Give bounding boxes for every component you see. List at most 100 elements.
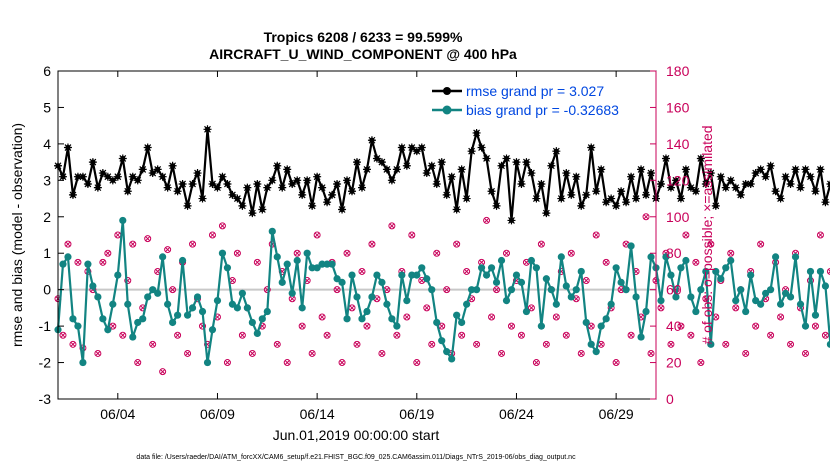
obs-marker (677, 322, 685, 330)
obs-assimilated-marker (170, 287, 176, 293)
obs-marker (752, 322, 760, 330)
obs-possible-marker (273, 340, 281, 348)
bias-point (343, 315, 351, 323)
rmse-point-star (313, 172, 322, 181)
bias-point (358, 315, 366, 323)
y-right-tick-label: 0 (666, 391, 674, 407)
rmse-point-star (318, 183, 327, 192)
bias-point (238, 289, 246, 297)
obs-marker (602, 258, 610, 266)
bias-point (448, 355, 456, 363)
rmse-point-star (402, 161, 411, 170)
obs-assimilated-marker (593, 232, 599, 238)
rmse-point-star (338, 205, 347, 214)
rmse-point-star (696, 154, 705, 163)
bias-point (428, 286, 436, 294)
rmse-point-star (691, 187, 700, 196)
obs-assimilated-marker (115, 232, 121, 238)
obs-assimilated-marker (439, 323, 445, 329)
obs-assimilated-marker (484, 217, 490, 223)
obs-marker (757, 240, 765, 248)
obs-assimilated-marker (454, 241, 460, 247)
rmse-point-star (557, 194, 566, 203)
obs-assimilated-marker (753, 323, 759, 329)
obs-possible-marker (777, 313, 785, 321)
bias-point (473, 286, 481, 294)
obs-assimilated-marker (683, 232, 689, 238)
legend-bias-label: bias grand pr = -0.32683 (466, 102, 619, 118)
obs-marker (134, 359, 142, 367)
rmse-point-star (238, 201, 247, 210)
rmse-point-star (273, 161, 282, 170)
obs-possible-marker (413, 359, 421, 367)
bias-point (318, 260, 326, 268)
bias-point (772, 253, 780, 261)
obs-possible-marker (752, 322, 760, 330)
obs-assimilated-marker (812, 323, 819, 329)
rmse-point-star (532, 194, 541, 203)
obs-possible-marker (238, 331, 246, 339)
obs-possible-marker (408, 231, 416, 239)
obs-marker (826, 267, 830, 275)
obs-possible-marker (388, 222, 396, 230)
obs-possible-marker (458, 331, 466, 339)
obs-assimilated-marker (354, 341, 360, 347)
rmse-point-star (746, 179, 755, 188)
rmse-point-star (118, 154, 127, 163)
obs-marker (488, 313, 496, 321)
series-group (54, 125, 830, 367)
obs-marker (408, 231, 416, 239)
rmse-point-star (193, 169, 202, 178)
obs-assimilated-marker (424, 305, 430, 311)
rmse-point-star (751, 169, 760, 178)
rmse-point-star (133, 176, 142, 185)
bias-point (637, 333, 645, 341)
obs-possible-marker (757, 240, 765, 248)
bias-point (786, 293, 795, 301)
rmse-point-star (58, 172, 67, 181)
rmse-point-star (497, 161, 506, 170)
obs-marker (697, 359, 705, 367)
y-axis-left-label: rmse and bias (model - observation) (9, 123, 25, 347)
obs-assimilated-marker (299, 323, 305, 329)
rmse-point-star (492, 201, 501, 210)
rmse-point-star (776, 194, 785, 203)
obs-possible-marker (119, 331, 127, 339)
obs-marker (323, 331, 331, 339)
obs-assimilated-marker (344, 250, 350, 256)
obs-marker (333, 286, 341, 294)
obs-assimilated-marker (444, 287, 450, 293)
rmse-point-star (343, 176, 352, 185)
y-right-tick-label: 120 (666, 172, 690, 188)
obs-assimilated-marker (493, 287, 500, 293)
bias-point (69, 315, 77, 323)
obs-marker (577, 349, 585, 357)
bias-point (393, 322, 401, 330)
bias-point (253, 329, 261, 337)
obs-marker (458, 331, 466, 339)
obs-marker (503, 249, 510, 257)
obs-marker (208, 231, 216, 239)
obs-assimilated-marker (414, 360, 420, 366)
obs-possible-marker (702, 295, 710, 303)
obs-assimilated-marker (130, 241, 136, 247)
bias-point (423, 275, 431, 283)
obs-marker (378, 349, 386, 357)
obs-assimilated-marker (658, 305, 664, 311)
obs-possible-marker (473, 340, 481, 348)
rmse-point-star (567, 190, 576, 199)
bias-point (293, 256, 301, 265)
obs-possible-marker (233, 249, 241, 257)
obs-possible-marker (64, 240, 72, 248)
obs-possible-marker (687, 331, 695, 339)
rmse-point-star (377, 158, 386, 167)
rmse-point-star (577, 201, 586, 210)
obs-assimilated-marker (488, 314, 495, 320)
obs-marker (159, 368, 167, 376)
obs-assimilated-marker (768, 332, 774, 338)
bias-point (228, 300, 237, 308)
rmse-point-star (806, 172, 815, 181)
rmse-point-star (716, 172, 725, 181)
bias-point (717, 275, 725, 283)
bias-point (537, 322, 545, 330)
